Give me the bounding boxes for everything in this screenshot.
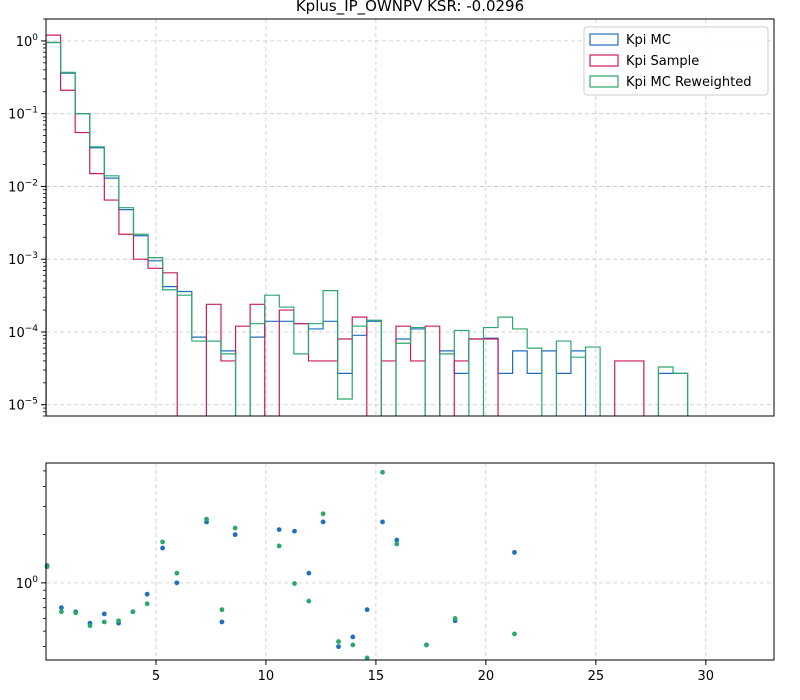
histogram-series-0 <box>46 41 689 416</box>
ratio-point-1-13 <box>276 543 282 549</box>
ratio-point-0-9 <box>174 580 180 586</box>
ratio-point-0-13 <box>276 527 282 533</box>
ratio-point-1-10 <box>204 516 209 522</box>
ratio-point-1-17 <box>336 639 341 644</box>
ratio-grid <box>46 463 774 660</box>
histogram-series <box>46 34 689 416</box>
histogram-series-1 <box>46 34 645 416</box>
ratio-points <box>44 469 517 661</box>
ratio-point-1-16 <box>320 511 326 517</box>
ratio-point-0-18 <box>350 634 356 640</box>
legend-label-2: Kpi MC Reweighted <box>626 75 751 90</box>
ratio-point-0-11 <box>219 619 225 625</box>
ratio-point-0-15 <box>306 570 312 576</box>
legend-swatch-0 <box>589 33 619 46</box>
histogram-axes: 100 10−1 10−2 10−3 10−4 10−5 <box>8 18 775 417</box>
legend-label-0: Kpi MC <box>626 33 671 48</box>
ratio-point-1-8 <box>160 539 165 545</box>
ratio-point-0-7 <box>144 591 150 597</box>
ratio-point-1-20 <box>380 469 385 475</box>
ratio-point-1-14 <box>292 581 297 586</box>
ratio-xtick-label-30: 30 <box>698 669 715 684</box>
histogram-series-2 <box>46 41 689 416</box>
ratio-point-1-23 <box>452 616 458 621</box>
ratio-panel: 5 10 15 20 25 30 100 <box>16 462 775 684</box>
ratio-point-0-14 <box>292 528 297 534</box>
legend: Kpi MC Kpi Sample Kpi MC Reweighted <box>583 26 769 96</box>
ratio-xtick-label-10: 10 <box>258 669 275 684</box>
ratio-point-0-12 <box>232 532 238 538</box>
ratio-frame <box>45 462 775 661</box>
ratio-point-1-11 <box>219 607 225 613</box>
ratio-point-1-12 <box>232 525 238 531</box>
ratio-point-1-1 <box>59 609 64 615</box>
ratio-point-1-4 <box>101 619 107 625</box>
ratio-point-1-5 <box>116 618 121 624</box>
ratio-point-0-1 <box>59 605 64 611</box>
ratio-ytick-label-0: 100 <box>16 575 39 592</box>
ratio-point-1-22 <box>424 642 429 648</box>
histogram-ytick-label-5: 10−5 <box>8 397 38 414</box>
ratio-point-1-3 <box>87 623 93 629</box>
ratio-point-1-19 <box>364 655 370 661</box>
ratio-xtick-label-20: 20 <box>478 669 495 684</box>
ratio-point-0-21 <box>394 537 400 543</box>
ratio-xtick-label-25: 25 <box>588 669 605 684</box>
ratio-point-0-16 <box>320 519 326 525</box>
legend-swatch-1 <box>589 54 619 67</box>
histogram-ytick-label-3: 10−3 <box>8 251 38 268</box>
ratio-point-1-18 <box>350 642 356 648</box>
ratio-point-1-2 <box>73 610 79 616</box>
ratio-point-0-4 <box>101 611 107 617</box>
ratio-point-1-6 <box>130 609 136 615</box>
ratio-point-1-0 <box>44 564 50 570</box>
histogram-ytick-label-0: 100 <box>16 33 39 50</box>
ratio-xtick-label-15: 15 <box>368 669 385 684</box>
ratio-point-1-9 <box>174 570 180 576</box>
ratio-point-1-21 <box>394 541 400 547</box>
ratio-point-0-20 <box>380 519 385 525</box>
chart-title: Kplus_IP_OWNPV KSR: -0.0296 <box>296 0 524 16</box>
ratio-xtick-label-5: 5 <box>152 669 160 684</box>
histogram-ytick-label-4: 10−4 <box>8 324 38 341</box>
ratio-axes: 5 10 15 20 25 30 100 <box>16 462 775 684</box>
histogram-ytick-label-1: 10−1 <box>8 106 38 123</box>
histogram-frame <box>45 18 775 417</box>
legend-box <box>583 26 769 96</box>
legend-label-1: Kpi Sample <box>626 54 699 69</box>
ratio-point-0-17 <box>336 644 341 650</box>
histogram-panel: 100 10−1 10−2 10−3 10−4 10−5 Kpi MC Kpi Sample… <box>8 18 775 417</box>
ratio-point-1-7 <box>144 601 150 607</box>
ratio-point-1-15 <box>306 598 312 604</box>
ratio-point-1-24 <box>512 631 517 637</box>
legend-swatch-2 <box>589 75 619 88</box>
ratio-point-0-24 <box>512 549 517 555</box>
ratio-point-0-8 <box>160 545 165 551</box>
ratio-point-0-19 <box>364 607 370 613</box>
histogram-ytick-label-2: 10−2 <box>8 178 38 195</box>
